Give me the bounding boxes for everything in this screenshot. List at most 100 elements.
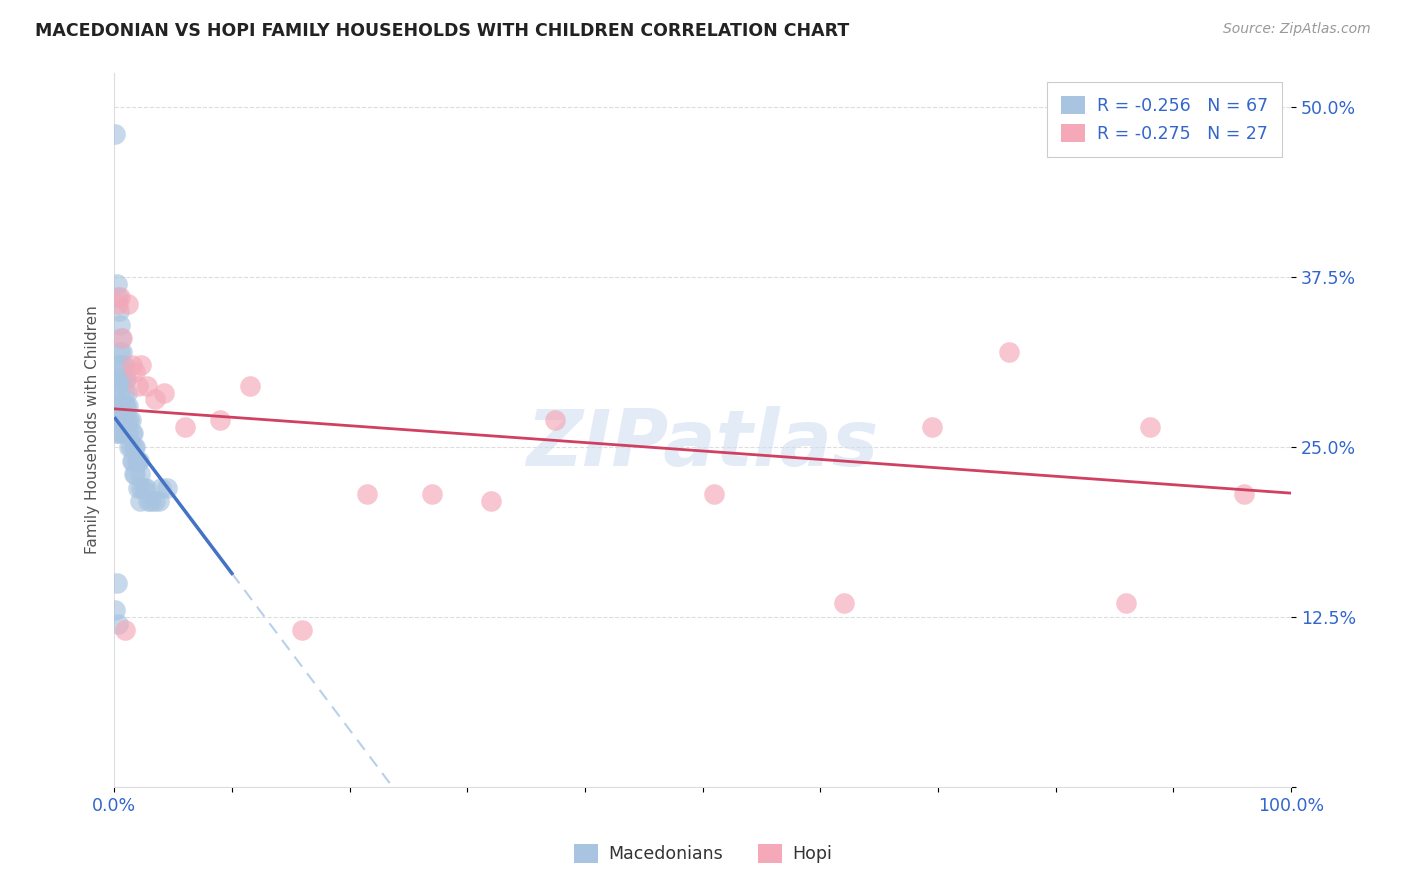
- Point: [129, 467, 152, 482]
- Point: [112, 385, 135, 400]
- Text: Source: ZipAtlas.com: Source: ZipAtlas.com: [1223, 22, 1371, 37]
- Point: [125, 453, 148, 467]
- Point: [129, 481, 152, 495]
- Point: [115, 372, 138, 386]
- Point: [104, 603, 127, 617]
- Point: [110, 331, 132, 345]
- Point: [115, 426, 138, 441]
- Point: [132, 481, 155, 495]
- Point: [124, 365, 146, 379]
- Point: [122, 453, 145, 467]
- Point: [420, 487, 443, 501]
- Point: [136, 378, 159, 392]
- Point: [111, 372, 134, 386]
- Point: [108, 385, 131, 400]
- Point: [150, 481, 173, 495]
- Point: [108, 344, 131, 359]
- Point: [104, 413, 127, 427]
- Point: [120, 413, 142, 427]
- Point: [117, 426, 139, 441]
- Point: [115, 385, 138, 400]
- Point: [544, 413, 567, 427]
- Point: [156, 481, 179, 495]
- Point: [209, 413, 232, 427]
- Point: [921, 419, 943, 434]
- Point: [108, 413, 131, 427]
- Text: MACEDONIAN VS HOPI FAMILY HOUSEHOLDS WITH CHILDREN CORRELATION CHART: MACEDONIAN VS HOPI FAMILY HOUSEHOLDS WIT…: [35, 22, 849, 40]
- Point: [107, 399, 129, 413]
- Point: [997, 344, 1019, 359]
- Point: [152, 385, 174, 400]
- Point: [114, 399, 136, 413]
- Point: [104, 385, 127, 400]
- Point: [105, 372, 128, 386]
- Point: [127, 481, 149, 495]
- Point: [122, 467, 145, 482]
- Point: [135, 481, 157, 495]
- Point: [121, 359, 143, 373]
- Point: [118, 440, 141, 454]
- Point: [129, 494, 152, 508]
- Point: [127, 378, 149, 392]
- Text: ZIPatlas: ZIPatlas: [526, 406, 879, 483]
- Point: [107, 297, 129, 311]
- Point: [108, 413, 131, 427]
- Point: [148, 494, 170, 508]
- Point: [145, 392, 167, 407]
- Point: [111, 399, 134, 413]
- Point: [115, 413, 138, 427]
- Point: [145, 494, 167, 508]
- Point: [112, 413, 135, 427]
- Point: [139, 494, 162, 508]
- Point: [110, 359, 132, 373]
- Point: [108, 304, 131, 318]
- Point: [122, 440, 145, 454]
- Point: [107, 616, 129, 631]
- Point: [832, 596, 855, 610]
- Point: [1233, 487, 1256, 501]
- Point: [114, 624, 136, 638]
- Point: [108, 290, 131, 304]
- Legend: Macedonians, Hopi: Macedonians, Hopi: [567, 837, 839, 870]
- Point: [112, 359, 135, 373]
- Point: [108, 318, 131, 332]
- Point: [136, 494, 159, 508]
- Point: [108, 372, 131, 386]
- Point: [1115, 596, 1137, 610]
- Point: [105, 575, 128, 590]
- Point: [121, 453, 143, 467]
- Point: [105, 426, 128, 441]
- Y-axis label: Family Households with Children: Family Households with Children: [86, 306, 100, 554]
- Point: [120, 440, 142, 454]
- Point: [111, 344, 134, 359]
- Point: [105, 277, 128, 291]
- Point: [107, 290, 129, 304]
- Point: [173, 419, 195, 434]
- Point: [117, 297, 139, 311]
- Point: [105, 399, 128, 413]
- Point: [111, 426, 134, 441]
- Point: [107, 359, 129, 373]
- Point: [128, 453, 150, 467]
- Point: [107, 426, 129, 441]
- Point: [104, 127, 127, 141]
- Point: [1139, 419, 1161, 434]
- Point: [111, 331, 134, 345]
- Point: [703, 487, 725, 501]
- Point: [129, 359, 152, 373]
- Point: [117, 399, 139, 413]
- Point: [115, 399, 138, 413]
- Legend: R = -0.256   N = 67, R = -0.275   N = 27: R = -0.256 N = 67, R = -0.275 N = 27: [1047, 82, 1282, 157]
- Point: [114, 372, 136, 386]
- Point: [356, 487, 378, 501]
- Point: [291, 624, 314, 638]
- Point: [110, 399, 132, 413]
- Point: [238, 378, 260, 392]
- Point: [124, 467, 146, 482]
- Point: [122, 426, 145, 441]
- Point: [124, 440, 146, 454]
- Point: [479, 494, 502, 508]
- Point: [127, 453, 149, 467]
- Point: [121, 426, 143, 441]
- Point: [118, 413, 141, 427]
